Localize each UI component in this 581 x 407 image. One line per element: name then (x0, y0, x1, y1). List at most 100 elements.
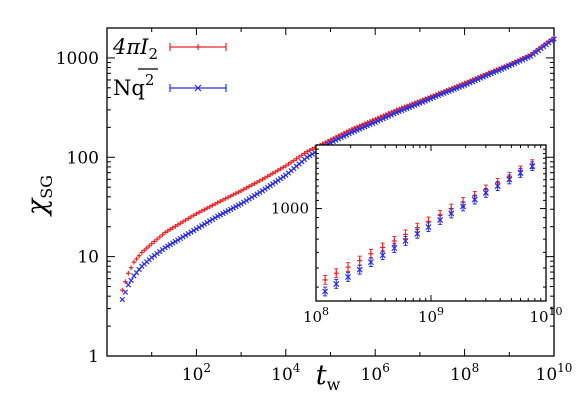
data-point (154, 236, 160, 242)
legend-sample-4pi-i2 (169, 43, 227, 51)
data-point (188, 229, 194, 235)
legend-entry-nq2: Nq2 (113, 68, 227, 100)
inset-series-layer (322, 159, 536, 297)
data-point (193, 226, 200, 232)
data-point (370, 117, 375, 123)
data-point (259, 188, 266, 194)
data-point (365, 120, 370, 125)
main-plot: 102 104 106 108 1010 1 10 100 1000 tw χSG 4πI2 N… (22, 27, 572, 394)
inset-y-tick-label: 1000 (271, 200, 309, 218)
data-point (183, 217, 188, 223)
data-point (275, 168, 281, 173)
data-point (228, 193, 234, 199)
data-point (191, 213, 197, 218)
data-point (551, 36, 557, 42)
data-point (267, 182, 273, 189)
data-point (257, 189, 263, 196)
data-point (307, 148, 313, 153)
data-point (249, 182, 255, 188)
data-point (134, 256, 139, 262)
inset-data-point (379, 252, 386, 259)
legend-sample-nq2 (169, 84, 227, 92)
data-point (167, 241, 173, 248)
data-point (275, 177, 281, 184)
data-point (254, 191, 260, 197)
data-point (136, 253, 142, 259)
data-point (207, 204, 213, 210)
data-point (202, 207, 207, 212)
data-point (341, 133, 347, 140)
inset-data-point (471, 196, 478, 203)
y-tick-label: 1 (88, 347, 99, 367)
x-tick-label: 102 (182, 361, 211, 385)
data-point (162, 230, 168, 235)
data-point (210, 203, 215, 208)
data-point (152, 239, 157, 244)
data-point (309, 151, 316, 157)
data-point (354, 124, 360, 130)
inset-data-point (367, 259, 374, 266)
data-point (144, 245, 150, 251)
y-axis-label: χSG (22, 175, 56, 217)
data-point (241, 199, 247, 205)
x-tick-label: 106 (361, 361, 390, 385)
data-point (235, 202, 242, 208)
data-point (236, 189, 241, 195)
data-point (283, 163, 289, 169)
data-point (225, 208, 231, 214)
data-point (201, 221, 208, 227)
data-point (304, 149, 310, 154)
data-point (182, 232, 189, 239)
main-series-layer (119, 35, 557, 303)
data-point (296, 154, 302, 160)
legend: 4πI2 Nq2 (112, 35, 227, 100)
data-point (199, 223, 205, 229)
data-point (170, 240, 176, 246)
data-point (277, 175, 284, 182)
inset-x-tick-label: 109 (418, 305, 444, 326)
data-point (252, 181, 257, 186)
data-point (349, 126, 355, 132)
data-point (157, 234, 163, 240)
data-point (212, 201, 218, 207)
data-point (204, 219, 210, 226)
inset-data-point (345, 273, 352, 281)
data-point (230, 205, 237, 211)
y-tick-label: 100 (67, 148, 99, 168)
inset-data-point (333, 270, 339, 276)
data-point (139, 250, 145, 255)
data-point (333, 137, 339, 143)
y-tick-label: 1000 (56, 49, 99, 69)
data-point (231, 192, 236, 198)
data-point (267, 172, 273, 178)
inset-data-point (391, 245, 398, 252)
data-point (131, 259, 137, 265)
data-point (262, 186, 268, 192)
data-point (257, 178, 263, 184)
data-point (175, 222, 181, 228)
inset-data-point (529, 163, 536, 170)
legend-label-4pi-i2: 4πI2 (112, 35, 158, 63)
data-point (149, 241, 154, 246)
data-point (196, 224, 202, 231)
data-point (218, 198, 223, 204)
data-point (177, 235, 184, 242)
inset-data-point (322, 277, 328, 283)
data-point (223, 196, 228, 201)
inset-data-point (356, 266, 363, 273)
data-point (343, 132, 350, 138)
data-point (204, 205, 210, 211)
legend-marker (194, 84, 202, 92)
inset-data-point (437, 216, 444, 224)
inset-data-point (448, 210, 455, 217)
data-point (119, 296, 126, 303)
inset-data-point (368, 251, 374, 257)
inset-data-point (391, 238, 397, 244)
inset-data-point (402, 237, 409, 245)
data-point (249, 194, 255, 201)
data-point (241, 187, 247, 192)
data-point (164, 243, 171, 249)
data-point (307, 152, 313, 159)
data-point (141, 248, 147, 253)
data-point (294, 156, 299, 162)
